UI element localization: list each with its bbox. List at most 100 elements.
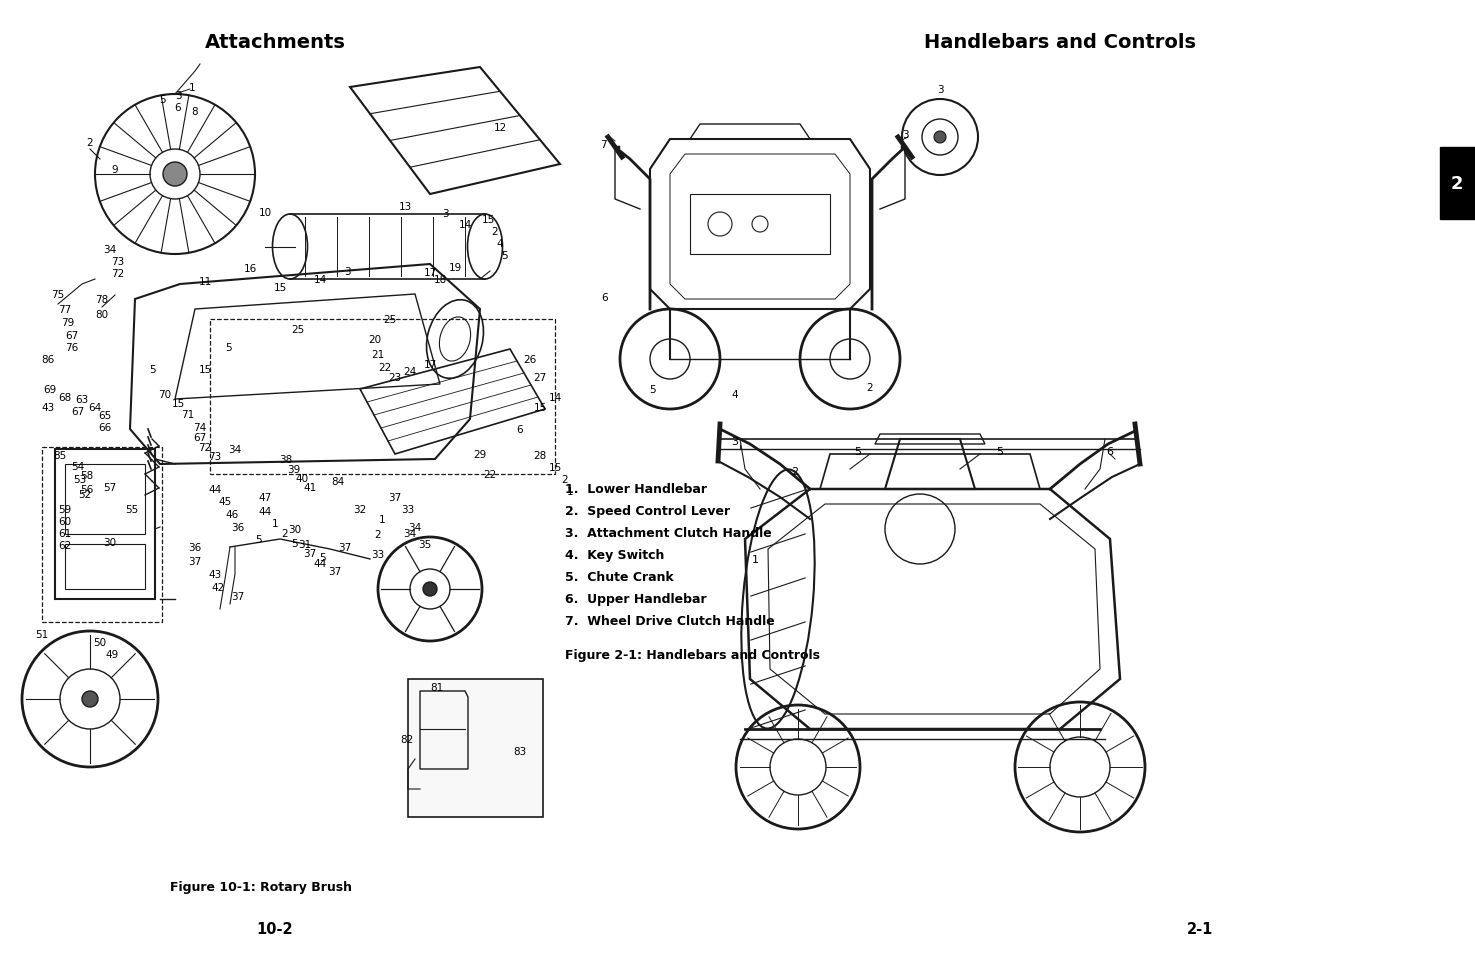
Text: 47: 47: [258, 493, 271, 502]
Bar: [1440, 148, 1475, 220]
Text: 2: 2: [87, 138, 93, 148]
Text: 46: 46: [226, 510, 239, 519]
Text: 5: 5: [292, 538, 298, 548]
Text: 5: 5: [319, 553, 326, 562]
Text: 43: 43: [208, 569, 221, 579]
Text: 67: 67: [65, 331, 78, 340]
Text: 2: 2: [491, 227, 499, 236]
Text: 34: 34: [103, 245, 117, 254]
Bar: [209, 319, 555, 475]
Text: 5: 5: [854, 447, 861, 456]
Text: 2: 2: [562, 475, 568, 484]
Text: 45: 45: [218, 497, 232, 506]
Text: 79: 79: [62, 317, 75, 328]
Text: 4: 4: [497, 239, 503, 249]
Text: 14: 14: [313, 274, 326, 285]
Text: 33: 33: [401, 504, 414, 515]
Text: 6: 6: [516, 424, 524, 435]
Text: 1: 1: [379, 515, 385, 524]
Text: 33: 33: [372, 550, 385, 559]
Bar: [41, 448, 162, 622]
Text: 15: 15: [171, 398, 184, 409]
Text: 22: 22: [379, 363, 392, 373]
Text: 56: 56: [80, 484, 93, 495]
Text: 8: 8: [192, 107, 198, 117]
Text: 30: 30: [103, 537, 117, 547]
Text: 28: 28: [534, 451, 547, 460]
Text: Attachments: Attachments: [205, 32, 345, 51]
Text: 2: 2: [282, 529, 288, 538]
Text: 73: 73: [112, 256, 124, 267]
Text: 49: 49: [105, 649, 118, 659]
Text: 24: 24: [403, 367, 416, 376]
Text: 39: 39: [288, 464, 301, 475]
Text: 66: 66: [99, 422, 112, 433]
Text: 53: 53: [74, 475, 87, 484]
Text: 58: 58: [80, 471, 93, 480]
Text: 3.  Attachment Clutch Handle: 3. Attachment Clutch Handle: [565, 527, 771, 540]
Text: 71: 71: [181, 410, 195, 419]
Text: 30: 30: [289, 524, 301, 535]
Text: 2-1: 2-1: [1187, 922, 1212, 937]
Text: 4: 4: [732, 390, 739, 399]
Circle shape: [83, 691, 97, 707]
Bar: [409, 679, 543, 817]
Text: 12: 12: [493, 123, 506, 132]
Text: 59: 59: [59, 504, 72, 515]
Text: 5.  Chute Crank: 5. Chute Crank: [565, 571, 674, 584]
Text: 74: 74: [193, 422, 206, 433]
Text: 44: 44: [313, 558, 326, 568]
Text: 81: 81: [431, 682, 444, 692]
Text: 15: 15: [534, 402, 547, 413]
Text: 2.  Speed Control Lever: 2. Speed Control Lever: [565, 505, 730, 518]
Text: Handlebars and Controls: Handlebars and Controls: [923, 32, 1196, 51]
Text: 67: 67: [193, 433, 206, 442]
Text: 34: 34: [229, 444, 242, 455]
Text: 36: 36: [189, 542, 202, 553]
Text: 2: 2: [792, 467, 798, 476]
Circle shape: [164, 163, 187, 187]
Text: 3: 3: [344, 267, 351, 276]
Text: 6.  Upper Handlebar: 6. Upper Handlebar: [565, 593, 707, 606]
Text: 44: 44: [208, 484, 221, 495]
Text: 17: 17: [423, 268, 437, 277]
Bar: [690, 194, 830, 254]
Circle shape: [934, 132, 945, 144]
Text: 5: 5: [149, 365, 156, 375]
Text: 2: 2: [867, 382, 873, 393]
Text: 37: 37: [189, 557, 202, 566]
Text: 15: 15: [273, 283, 286, 293]
Text: 36: 36: [232, 522, 245, 533]
Text: 34: 34: [409, 522, 422, 533]
Text: 63: 63: [75, 395, 88, 405]
Text: 15: 15: [549, 462, 562, 473]
Text: 2: 2: [375, 530, 382, 539]
Text: 2: 2: [1451, 174, 1463, 193]
Text: 3: 3: [174, 91, 181, 101]
Text: 32: 32: [354, 504, 367, 515]
Text: 86: 86: [41, 355, 55, 365]
Text: 1.  Lower Handlebar: 1. Lower Handlebar: [565, 483, 707, 496]
Text: 54: 54: [71, 461, 84, 472]
Text: 23: 23: [388, 373, 401, 382]
Text: 80: 80: [96, 310, 109, 319]
Text: 75: 75: [52, 290, 65, 299]
Text: Figure 10-1: Rotary Brush: Figure 10-1: Rotary Brush: [170, 881, 353, 894]
Text: 4.  Key Switch: 4. Key Switch: [565, 549, 664, 562]
Text: 35: 35: [419, 539, 432, 550]
Text: 73: 73: [208, 452, 221, 461]
Text: 68: 68: [59, 393, 72, 402]
Text: 62: 62: [59, 540, 72, 551]
Text: 1: 1: [751, 555, 758, 564]
Text: 57: 57: [103, 482, 117, 493]
Text: 25: 25: [384, 314, 397, 325]
Text: 16: 16: [243, 264, 257, 274]
Text: 84: 84: [332, 476, 345, 486]
Text: 5: 5: [224, 343, 232, 353]
Text: 78: 78: [96, 294, 109, 305]
Text: 34: 34: [403, 529, 416, 538]
Text: 7: 7: [600, 140, 606, 150]
Text: 6: 6: [174, 103, 181, 112]
Text: 1: 1: [271, 518, 279, 529]
Text: 70: 70: [158, 390, 171, 399]
